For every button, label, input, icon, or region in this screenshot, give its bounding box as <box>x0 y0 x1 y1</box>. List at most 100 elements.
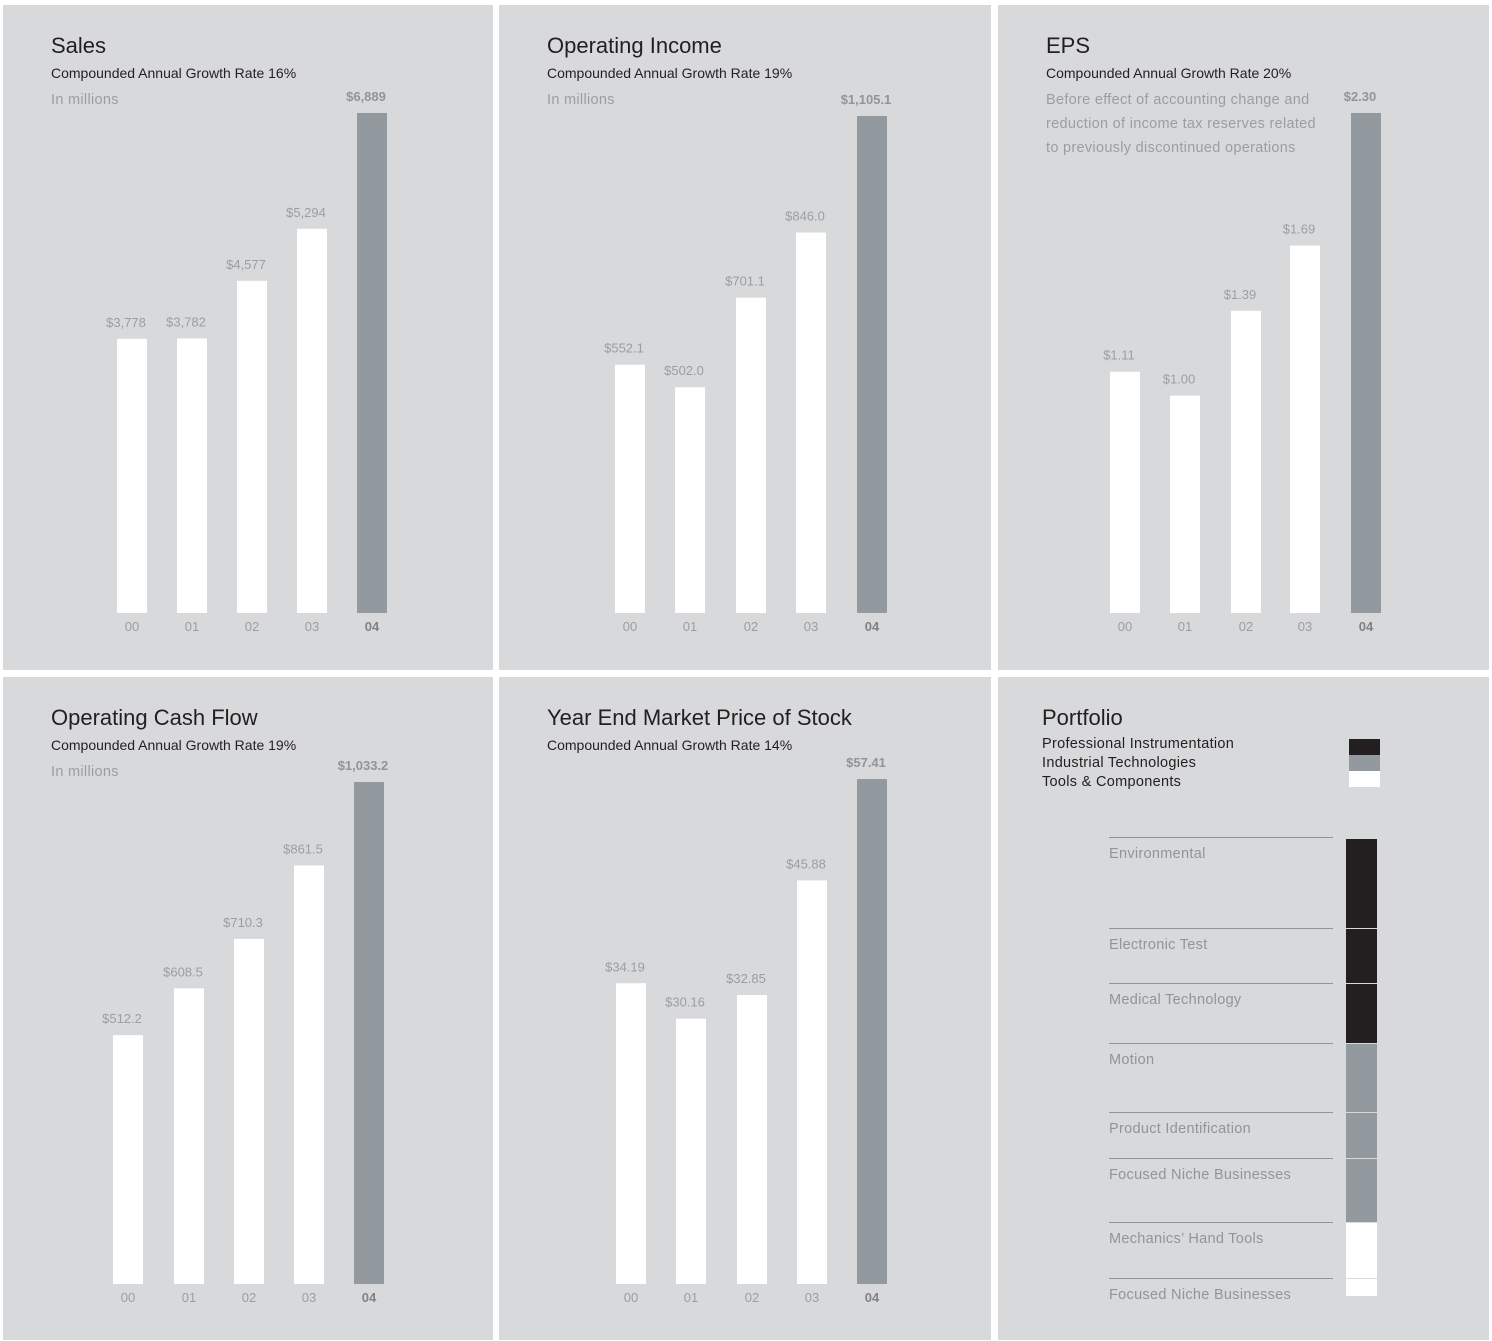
tick-label-01: 01 <box>185 619 199 634</box>
chart-subtitle: Compounded Annual Growth Rate 20% <box>1046 65 1292 81</box>
chart-subtitle: Compounded Annual Growth Rate 14% <box>547 737 793 753</box>
segment-row-product-identification: Product Identification <box>1109 1112 1333 1158</box>
tick-label-04: 04 <box>362 1290 377 1305</box>
bar-02 <box>1231 310 1261 613</box>
segment-bar-focused-niche-businesses-it <box>1346 1158 1377 1223</box>
eps-chart: $1.11 00 $1.00 01 $1.39 02 $1.69 03 $2.30 04 <box>1103 89 1381 634</box>
sales-chart: $3,778 00 $3,782 01 $4,577 02 $5,294 03 $6,889 04 <box>106 89 387 634</box>
value-label-02: $701.1 <box>725 274 765 289</box>
tick-label-03: 03 <box>1298 619 1312 634</box>
legend-label-tools-components: Tools & Components <box>1042 774 1182 790</box>
sales-panel: Sales Compounded Annual Growth Rate 16% … <box>3 5 493 670</box>
operating-income-chart: $552.1 00 $502.0 01 $701.1 02 $846.0 03 $1,105.1… <box>604 92 892 634</box>
eps-panel: EPS Compounded Annual Growth Rate 20% Be… <box>998 5 1489 670</box>
chart-title: EPS <box>1046 33 1091 58</box>
tick-label-04: 04 <box>865 619 880 634</box>
tick-label-02: 02 <box>744 619 758 634</box>
chart-title: Year End Market Price of Stock <box>547 705 852 730</box>
value-label-04: $1,033.2 <box>338 758 389 773</box>
tick-label-01: 01 <box>182 1290 196 1305</box>
tick-label-00: 00 <box>121 1290 135 1305</box>
tick-label-03: 03 <box>305 619 319 634</box>
segment-bar-focused-niche-businesses-tc <box>1346 1278 1377 1296</box>
bar-01 <box>177 338 207 613</box>
segment-label: Focused Niche Businesses <box>1109 1287 1292 1303</box>
bar-03 <box>796 232 826 614</box>
bar-03 <box>294 865 324 1284</box>
value-label-03: $1.69 <box>1283 222 1316 237</box>
legend-label-professional-instrumentation: Professional Instrumentation <box>1042 736 1235 752</box>
bar-01 <box>676 1018 706 1284</box>
tick-label-03: 03 <box>804 619 818 634</box>
bar-00 <box>117 338 147 613</box>
value-label-04: $2.30 <box>1344 89 1377 104</box>
legend-swatch-professional-instrumentation <box>1349 739 1380 755</box>
portfolio-panel: Portfolio Professional Instrumentation I… <box>998 677 1489 1340</box>
bar-01 <box>174 988 204 1284</box>
bar-00 <box>615 364 645 613</box>
legend-swatch-industrial-technologies <box>1349 755 1380 771</box>
bar-00 <box>616 983 646 1284</box>
value-label-02: $4,577 <box>226 257 266 272</box>
chart-subtitle: Compounded Annual Growth Rate 19% <box>547 65 793 81</box>
segment-label: Environmental <box>1109 846 1206 862</box>
segment-bar-environmental <box>1346 838 1377 929</box>
bar-04 <box>357 113 387 613</box>
segment-label: Electronic Test <box>1109 937 1208 953</box>
value-label-03: $45.88 <box>786 856 826 871</box>
bar-03 <box>1290 245 1320 613</box>
value-label-00: $34.19 <box>605 959 645 974</box>
value-label-01: $502.0 <box>664 363 704 378</box>
chart-note: In millions <box>51 92 119 108</box>
chart-title: Operating Income <box>547 33 722 58</box>
value-label-02: $710.3 <box>223 915 263 930</box>
tick-label-00: 00 <box>623 619 637 634</box>
bar-04 <box>857 116 887 613</box>
chart-subtitle: Compounded Annual Growth Rate 19% <box>51 737 297 753</box>
segment-row-environmental: Environmental <box>1109 837 1333 928</box>
value-label-00: $552.1 <box>604 341 644 356</box>
segment-bar-motion <box>1346 1043 1377 1113</box>
value-label-00: $512.2 <box>102 1011 142 1026</box>
chart-title: Sales <box>51 33 107 58</box>
bar-04 <box>354 782 384 1284</box>
value-label-04: $57.41 <box>846 755 886 770</box>
bar-04 <box>857 779 887 1284</box>
stock-price-panel: Year End Market Price of Stock Compounde… <box>499 677 991 1340</box>
bar-00 <box>1110 371 1140 613</box>
tick-label-01: 01 <box>1178 619 1192 634</box>
chart-note: Before effect of accounting change and r… <box>1046 92 1316 156</box>
chart-note: In millions <box>547 92 615 108</box>
value-label-01: $608.5 <box>163 964 203 979</box>
segment-label: Medical Technology <box>1109 992 1242 1008</box>
segment-label: Product Identification <box>1109 1121 1252 1137</box>
value-label-01: $30.16 <box>665 995 705 1010</box>
value-label-00: $1.11 <box>1103 348 1135 363</box>
bar-02 <box>736 297 766 613</box>
segment-label: Focused Niche Businesses <box>1109 1167 1292 1183</box>
value-label-04: $1,105.1 <box>841 92 892 107</box>
value-label-02: $1.39 <box>1224 287 1257 302</box>
segment-bar-medical-technology <box>1346 983 1377 1044</box>
bar-03 <box>797 880 827 1284</box>
value-label-02: $32.85 <box>726 971 766 986</box>
value-label-01: $3,782 <box>166 315 206 330</box>
segment-bar-product-identification <box>1346 1112 1377 1159</box>
tick-label-02: 02 <box>245 619 259 634</box>
segment-row-medical-technology: Medical Technology <box>1109 983 1333 1043</box>
bar-02 <box>737 995 767 1284</box>
tick-label-02: 02 <box>242 1290 256 1305</box>
chart-title: Operating Cash Flow <box>51 705 258 730</box>
tick-label-00: 00 <box>624 1290 638 1305</box>
tick-label-01: 01 <box>684 1290 698 1305</box>
value-label-03: $861.5 <box>283 841 323 856</box>
bar-00 <box>113 1035 143 1284</box>
bar-01 <box>675 387 705 613</box>
segment-bar-electronic-test <box>1346 928 1377 983</box>
legend-swatch-tools-components <box>1349 771 1380 787</box>
bar-02 <box>237 280 267 613</box>
tick-label-00: 00 <box>1118 619 1132 634</box>
bar-02 <box>234 938 264 1284</box>
tick-label-02: 02 <box>1239 619 1253 634</box>
segment-row-electronic-test: Electronic Test <box>1109 928 1333 983</box>
